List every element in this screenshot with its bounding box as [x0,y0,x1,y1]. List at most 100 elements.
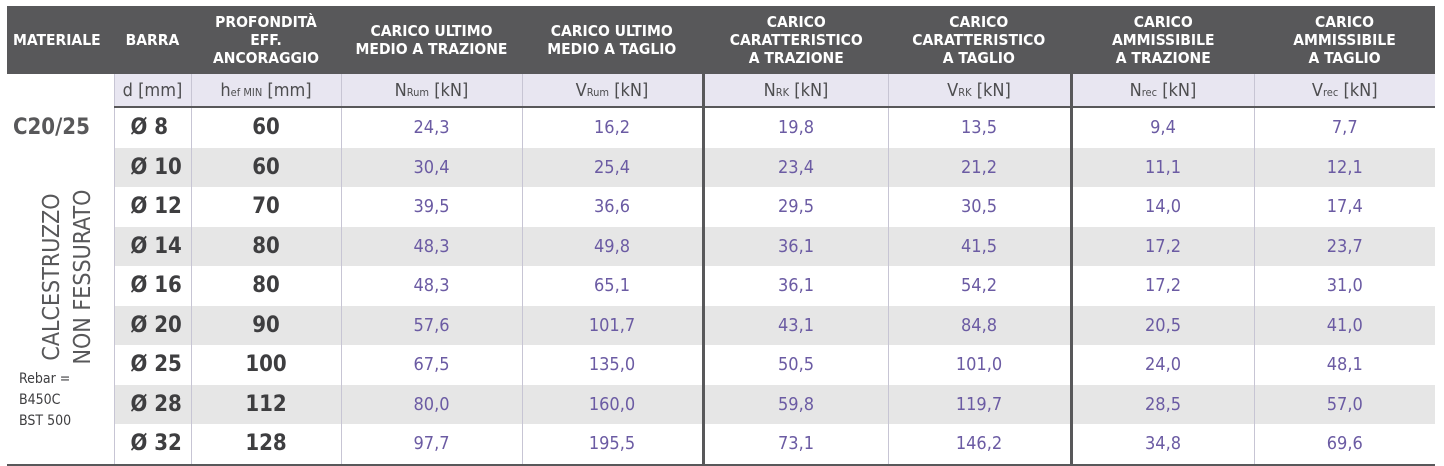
unit-label: [kN] [429,79,469,101]
material-line-1: CALCESTRUZZO [39,193,65,361]
v-rk-value: 41,5 [887,226,1071,266]
unit-subscript: rec [1322,85,1339,99]
v-rec-value: 12,1 [1253,147,1435,187]
header-row: MATERIALE BARRA PROFONDITÀ EFF. ANCORAGG… [7,6,1435,74]
v-rk-value: 101,0 [887,345,1071,385]
rebar-line-1: Rebar = [19,371,71,387]
v-rec-value: 57,0 [1253,384,1435,424]
n-rum-value: 48,3 [340,226,522,266]
n-rec-value: 17,2 [1069,266,1254,306]
table-row: C20/25 CALCESTRUZZO NON FESSURATO Rebar … [7,107,1435,466]
header-carico-caratteristico-trazione: CARICO CARATTERISTICO A TRAZIONE [701,6,888,74]
anchor-depth: 112 [190,384,341,424]
unit-label: [kN] [971,79,1011,101]
unit-label: [kN] [609,79,649,101]
v-rec-value: 23,7 [1253,226,1435,266]
n-rec-value: 11,1 [1069,147,1254,187]
n-rk-value: 29,5 [701,187,888,227]
anchor-depth: 60 [190,147,341,187]
v-rk-value: 119,7 [887,384,1071,424]
anchor-load-table: MATERIALE BARRA PROFONDITÀ EFF. ANCORAGG… [7,6,1435,466]
table-row: Ø 32 128 97,7 195,5 73,1 146,2 34,8 69,6 [7,424,1435,466]
n-rec-value: 24,0 [1069,345,1254,385]
unit-symbol: V [1311,79,1323,101]
n-rum-value: 80,0 [340,384,522,424]
anchor-depth: 90 [190,305,341,345]
n-rum-value: 30,4 [340,147,522,187]
n-rum-value: 24,3 [340,107,522,148]
table-row: Ø 10 60 30,4 25,4 23,4 21,2 11,1 12,1 [7,147,1435,187]
header-carico-ammissibile-taglio: CARICO AMMISSIBILE A TAGLIO [1254,6,1435,74]
header-carico-ultimo-taglio: CARICO ULTIMO MEDIO A TAGLIO [522,6,703,74]
bar-diameter: Ø 14 [113,226,191,266]
v-rec-value: 48,1 [1253,345,1435,385]
anchor-depth: 70 [190,187,341,227]
v-rk-value: 84,8 [887,305,1071,345]
unit-cell: NRK [kN] [701,74,888,108]
anchor-depth: 60 [190,107,341,148]
unit-cell: VRum [kN] [521,74,703,108]
unit-label: [mm] [262,79,312,101]
unit-subscript: rec [1141,85,1158,99]
v-rk-value: 21,2 [887,147,1071,187]
v-rk-value: 13,5 [887,107,1071,148]
n-rec-value: 20,5 [1069,305,1254,345]
unit-cell: d [mm] [113,74,191,108]
header-carico-ammissibile-trazione: CARICO AMMISSIBILE A TRAZIONE [1069,6,1254,74]
unit-subscript: RK [958,85,972,99]
header-carico-ultimo-trazione: CARICO ULTIMO MEDIO A TRAZIONE [341,6,522,74]
rebar-line-3: BST 500 [19,413,72,429]
n-rum-value: 57,6 [340,305,522,345]
unit-subscript: Rum [406,85,430,99]
header-carico-caratteristico-taglio: CARICO CARATTERISTICO A TAGLIO [888,6,1071,74]
rebar-line-2: B450C [19,392,61,408]
unit-symbol: V [575,79,587,101]
unit-symbol: d [122,79,133,101]
v-rec-value: 17,4 [1253,187,1435,227]
units-spacer [7,74,114,107]
bar-diameter: Ø 8 [113,107,191,148]
n-rk-value: 19,8 [701,107,888,148]
unit-cell: VRK [kN] [887,74,1071,108]
unit-cell: NRum [kN] [340,74,522,108]
table-row: Ø 20 90 57,6 101,7 43,1 84,8 20,5 41,0 [7,305,1435,345]
n-rk-value: 59,8 [701,384,888,424]
v-rum-value: 25,4 [521,147,703,187]
table-row: Ø 12 70 39,5 36,6 29,5 30,5 14,0 17,4 [7,187,1435,227]
n-rum-value: 39,5 [340,187,522,227]
table-row: Ø 28 112 80,0 160,0 59,8 119,7 28,5 57,0 [7,384,1435,424]
material-cell: C20/25 CALCESTRUZZO NON FESSURATO Rebar … [7,107,114,466]
header-barra: BARRA [114,6,191,74]
anchor-load-table-container: MATERIALE BARRA PROFONDITÀ EFF. ANCORAGG… [7,6,1435,466]
header-profondita: PROFONDITÀ EFF. ANCORAGGIO [191,6,341,74]
n-rec-value: 34,8 [1069,424,1254,466]
n-rum-value: 67,5 [340,345,522,385]
n-rec-value: 17,2 [1069,226,1254,266]
n-rk-value: 23,4 [701,147,888,187]
v-rum-value: 36,6 [521,187,703,227]
v-rk-value: 146,2 [887,424,1071,466]
unit-cell: Vrec [kN] [1253,74,1435,108]
material-vertical-label: CALCESTRUZZO NON FESSURATO [33,157,103,397]
unit-cell: Nrec [kN] [1069,74,1254,108]
anchor-depth: 100 [190,345,341,385]
unit-label: [kN] [1157,79,1197,101]
unit-symbol: N [763,79,776,101]
table-row: Ø 16 80 48,3 65,1 36,1 54,2 17,2 31,0 [7,266,1435,306]
n-rum-value: 97,7 [340,424,522,466]
n-rec-value: 9,4 [1069,107,1254,148]
v-rum-value: 101,7 [521,305,703,345]
v-rum-value: 65,1 [521,266,703,306]
n-rk-value: 36,1 [701,266,888,306]
table-row: Ø 25 100 67,5 135,0 50,5 101,0 24,0 48,1 [7,345,1435,385]
unit-cell: hef MIN [mm] [190,74,341,108]
n-rk-value: 36,1 [701,226,888,266]
bar-diameter: Ø 28 [113,384,191,424]
table-row: Ø 14 80 48,3 49,8 36,1 41,5 17,2 23,7 [7,226,1435,266]
bar-diameter: Ø 32 [113,424,191,466]
bar-diameter: Ø 25 [113,345,191,385]
unit-symbol: h [220,79,231,101]
n-rk-value: 43,1 [701,305,888,345]
v-rum-value: 49,8 [521,226,703,266]
n-rum-value: 48,3 [340,266,522,306]
